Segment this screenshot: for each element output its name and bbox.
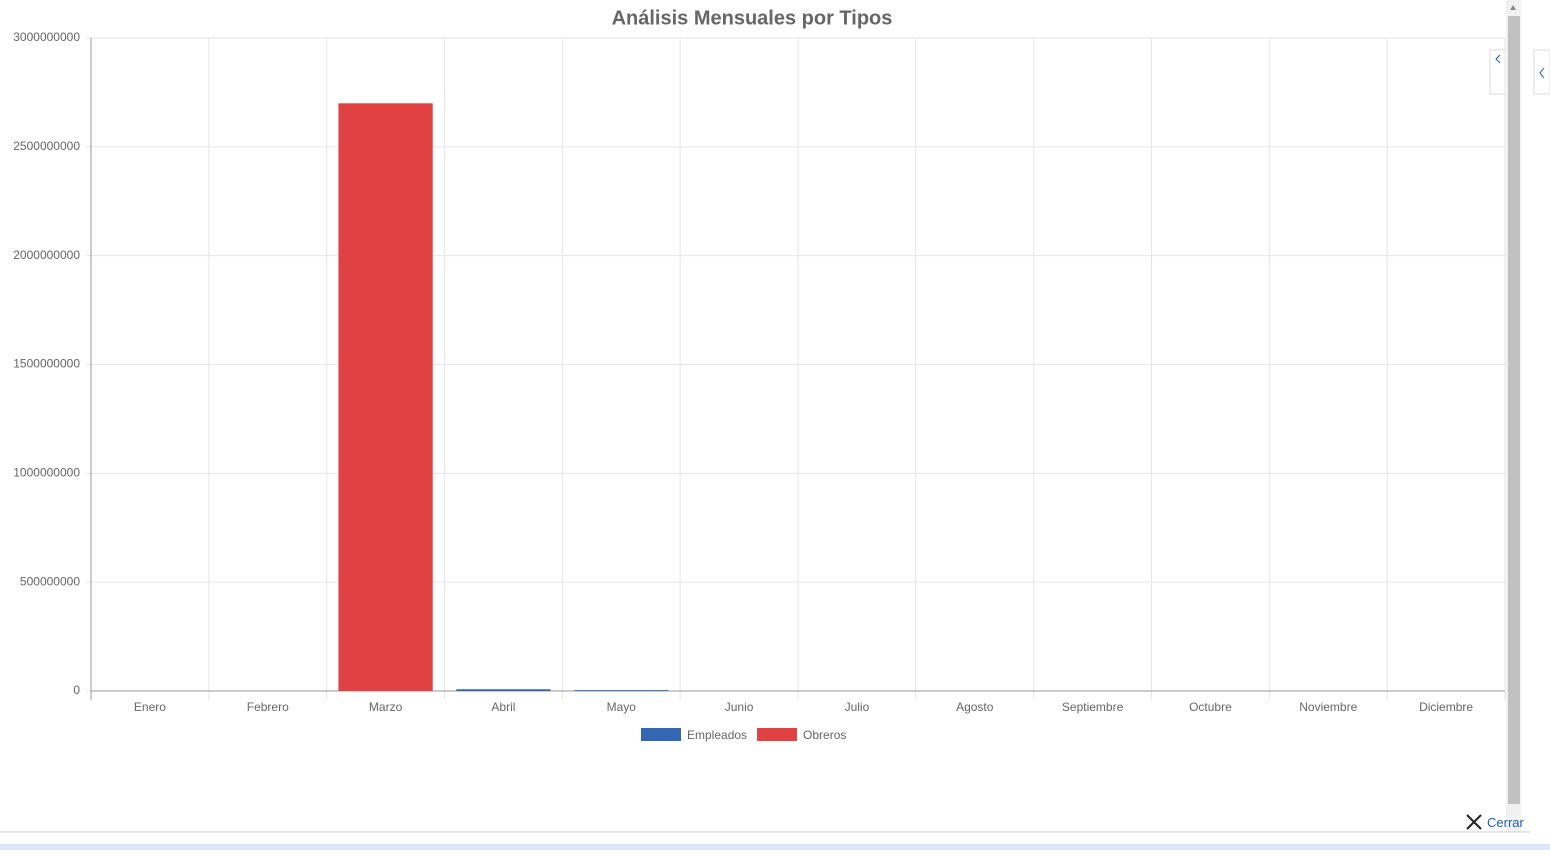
y-tick-label: 2500000000 [13, 139, 80, 153]
x-tick-label: Mayo [607, 700, 637, 714]
side-tab[interactable] [1533, 49, 1550, 95]
tab-arrow [1539, 67, 1545, 79]
x-tick-label: Diciembre [1419, 700, 1473, 714]
x-tick-label: Agosto [956, 700, 994, 714]
x-tick-label: Septiembre [1062, 700, 1124, 714]
x-tick-label: Marzo [369, 700, 403, 714]
y-tick-label: 1000000000 [13, 466, 80, 480]
close-icon [1466, 814, 1482, 830]
bar [338, 103, 433, 692]
side-tab[interactable] [1489, 49, 1506, 95]
y-tick-label: 0 [73, 683, 80, 697]
y-tick-label: 2000000000 [13, 248, 80, 262]
x-tick-label: Octubre [1189, 700, 1232, 714]
tab-arrow [1495, 54, 1501, 64]
x-tick-label: Junio [725, 700, 754, 714]
x-tick-label: Julio [845, 700, 870, 714]
legend-label: Empleados [687, 728, 747, 742]
legend-swatch [757, 728, 798, 741]
close-button[interactable]: Cerrar [1465, 813, 1524, 831]
chart-title: Análisis Mensuales por Tipos [612, 7, 893, 29]
y-tick-label: 3000000000 [13, 30, 80, 44]
close-label: Cerrar [1487, 814, 1524, 830]
x-tick-label: Noviembre [1299, 700, 1357, 714]
y-tick-label: 500000000 [20, 574, 80, 588]
bar [456, 689, 551, 691]
x-tick-label: Enero [134, 700, 166, 714]
x-tick-label: Abril [491, 700, 515, 714]
bar [574, 690, 669, 691]
legend-swatch [641, 728, 681, 741]
scroll-up[interactable] [1510, 5, 1516, 10]
x-tick-label: Febrero [247, 700, 289, 714]
background-strip [0, 844, 1550, 850]
scrollbar-thumb[interactable] [1508, 16, 1520, 804]
y-tick-label: 1500000000 [13, 357, 80, 371]
legend-label: Obreros [803, 728, 846, 742]
